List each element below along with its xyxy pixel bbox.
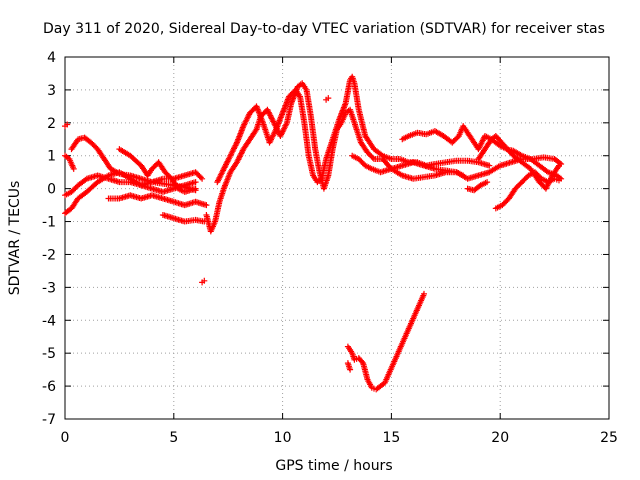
- y-tick-label: -2: [42, 247, 56, 263]
- y-tick-label: 1: [47, 149, 56, 165]
- point-marks: [116, 146, 199, 195]
- series-track-l: [399, 123, 565, 182]
- series-track-e: [116, 146, 199, 195]
- point-marks: [399, 123, 565, 182]
- y-tick-label: 4: [47, 50, 56, 66]
- y-tick-label: 0: [47, 182, 56, 198]
- point-marks: [62, 121, 71, 130]
- point-marks: [475, 133, 562, 192]
- x-axis-label: GPS time / hours: [275, 458, 392, 474]
- plot-frame: [64, 56, 610, 420]
- series-track-d: [105, 192, 210, 209]
- series-track-o: [475, 133, 562, 192]
- point-marks: [344, 360, 354, 373]
- point-marks: [323, 95, 332, 103]
- x-tick-label: 10: [274, 430, 292, 446]
- series-track-c: [68, 134, 199, 194]
- x-tick-label: 15: [382, 430, 400, 446]
- point-marks: [344, 290, 427, 393]
- grid: [65, 57, 609, 419]
- series-track-p: [344, 290, 427, 393]
- y-tick-label: -6: [42, 379, 56, 395]
- point-marks: [62, 152, 77, 172]
- x-tick-label: 20: [491, 430, 509, 446]
- point-marks: [199, 277, 208, 286]
- series-track-h: [62, 152, 77, 172]
- y-tick-label: 2: [47, 116, 56, 132]
- x-tick-label: 0: [61, 430, 70, 446]
- x-tick-label: 25: [600, 430, 618, 446]
- y-tick-label: -5: [42, 346, 56, 362]
- y-axis-label: SDTVAR / TECUs: [7, 181, 23, 296]
- point-marks: [68, 134, 199, 194]
- series-outlier-a: [199, 277, 208, 286]
- y-tick-label: 3: [47, 83, 56, 99]
- series-track-q: [344, 360, 354, 373]
- y-tick-label: -3: [42, 280, 56, 296]
- series-track-m: [464, 179, 491, 194]
- point-marks: [464, 179, 491, 194]
- point-marks: [159, 212, 208, 225]
- y-tick-label: -1: [42, 215, 56, 231]
- data-marks: [62, 73, 565, 393]
- y-tick-label: -4: [42, 313, 56, 329]
- series-track-g: [62, 121, 71, 130]
- point-marks: [349, 152, 467, 179]
- point-marks: [105, 192, 210, 209]
- series-track-k: [349, 152, 467, 179]
- series-outlier-b: [323, 95, 332, 103]
- series-track-f: [159, 212, 208, 225]
- y-tick-label: -7: [42, 412, 56, 428]
- x-tick-label: 5: [169, 430, 178, 446]
- chart-title: Day 311 of 2020, Sidereal Day-to-day VTE…: [43, 21, 605, 37]
